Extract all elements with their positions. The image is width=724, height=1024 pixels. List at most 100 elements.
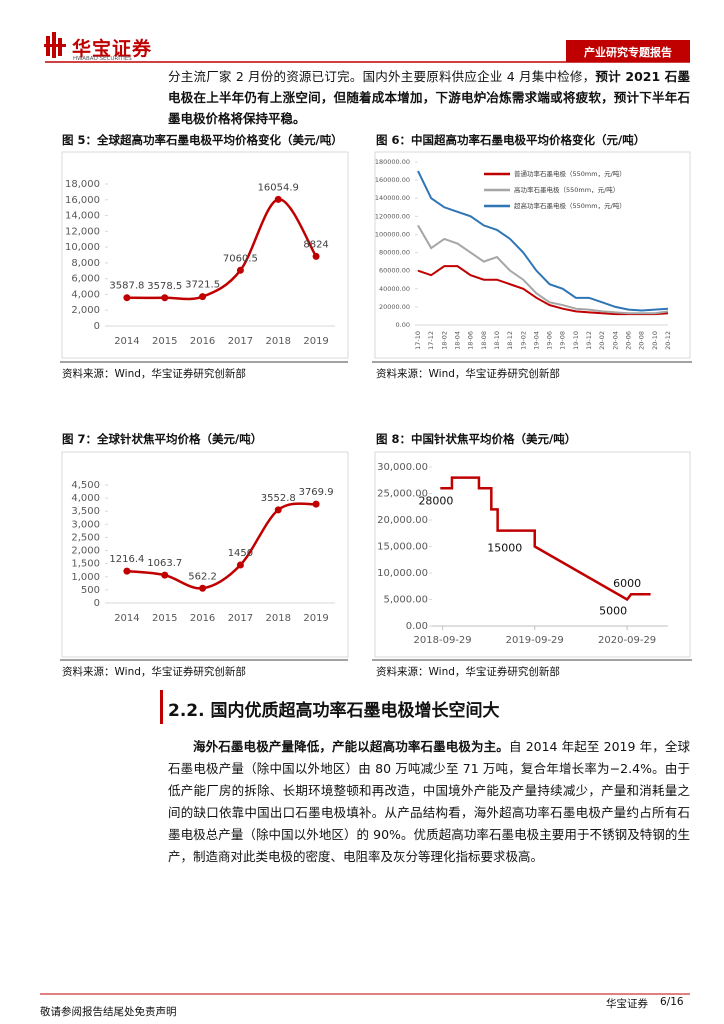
y-tick-label: 140000.00 — [375, 194, 410, 202]
y-tick-label: 4,500 — [71, 480, 100, 491]
source-note: 资料来源：Wind，华宝证券研究创新部 — [62, 666, 246, 678]
y-tick-label: 18,000 — [65, 179, 100, 190]
x-tick-label: 17-12 — [427, 331, 435, 350]
brand: 华宝证券 — [72, 38, 153, 60]
data-label: 1216.4 — [109, 554, 144, 565]
y-tick-label: 40000.00 — [379, 285, 410, 293]
x-tick-label: 2020-09-29 — [598, 635, 656, 646]
point — [236, 266, 244, 274]
x-tick-label: 18-12 — [506, 331, 514, 350]
data-label: 562.2 — [188, 571, 217, 582]
x-tick-label: 20-06 — [625, 331, 633, 350]
y-tick-label: 25,000.00 — [377, 489, 428, 500]
figure-title: 图 8：中国针状焦平均价格（美元/吨） — [376, 432, 577, 446]
point — [236, 561, 244, 569]
heading-bar — [160, 690, 163, 724]
data-label: 1063.7 — [147, 558, 182, 569]
y-tick-label: 2,500 — [71, 532, 100, 543]
y-tick-label: 1,500 — [71, 559, 100, 570]
data-label: 28000 — [418, 495, 453, 508]
section-paragraph: 海外石墨电极产量降低，产能以超高功率石墨电极为主。自 2014 年起至 2019… — [168, 736, 690, 868]
data-label: 3578.5 — [147, 281, 182, 292]
x-tick-label: 2018 — [266, 613, 291, 624]
x-tick-label: 2014 — [114, 613, 139, 624]
x-tick-label: 18-02 — [440, 331, 448, 350]
figure-title: 图 5：全球超高功率石墨电极平均价格变化（美元/吨） — [62, 133, 343, 147]
x-tick-label: 20-10 — [651, 331, 659, 350]
x-tick-label: 17-10 — [414, 331, 422, 350]
x-tick-label: 19-04 — [532, 331, 540, 350]
y-tick-label: 0 — [94, 321, 100, 332]
point — [123, 294, 131, 302]
chart: 0 2,000 4,000 6,000 8,000 10,000 12,000 14,000 1… — [65, 179, 335, 347]
series-line — [417, 224, 669, 315]
x-tick-label: 18-06 — [467, 331, 475, 350]
x-tick-label: 18-08 — [480, 331, 488, 350]
y-tick-label: 8,000 — [71, 258, 100, 269]
footer-brand: 华宝证券 — [606, 998, 648, 1010]
chart: 0 500 1,000 1,500 2,000 2,500 3,000 3,500 4,000 4… — [71, 480, 335, 624]
y-tick-label: 80000.00 — [379, 249, 410, 257]
legend-label: 超高功率石墨电极（550mm，元/吨） — [514, 201, 626, 210]
series-line — [417, 265, 669, 316]
figure-title: 图 7：全球针状焦平均价格（美元/吨） — [62, 432, 263, 446]
y-tick-label: 500 — [81, 585, 100, 596]
source-note: 资料来源：Wind，华宝证券研究创新部 — [62, 368, 246, 380]
source-note: 资料来源：Wind，华宝证券研究创新部 — [376, 368, 560, 380]
x-tick-label: 2014 — [114, 336, 139, 347]
y-tick-label: 5,000.00 — [383, 595, 428, 606]
y-tick-label: 20,000.00 — [377, 515, 428, 526]
point — [274, 506, 282, 514]
y-tick-label: 2,000 — [71, 546, 100, 557]
point — [161, 571, 169, 579]
section-heading: 2.2. 国内优质超高功率石墨电极增长空间大 — [168, 701, 500, 721]
data-label: 16054.9 — [258, 182, 299, 193]
y-tick-label: 20000.00 — [379, 303, 410, 311]
text: 分主流厂家 2 月份的资源已订完。国内外主要原料供应企业 4 月集中检修， — [168, 69, 596, 84]
x-tick-label: 20-12 — [664, 331, 672, 350]
y-tick-label: 16,000 — [65, 195, 100, 206]
source-note: 资料来源：Wind，华宝证券研究创新部 — [376, 666, 560, 678]
y-tick-label: 0 — [94, 598, 100, 609]
y-tick-label: 0.00 — [406, 621, 428, 632]
x-tick-label: 2016 — [190, 613, 215, 624]
data-label: 7060.5 — [223, 253, 258, 264]
legend-label: 普通功率石墨电极（550mm，元/吨） — [514, 169, 626, 178]
data-label: 6000 — [613, 577, 641, 590]
data-label: 1450 — [228, 548, 253, 559]
y-tick-label: 15,000.00 — [377, 542, 428, 553]
y-tick-label: 160000.00 — [375, 176, 410, 184]
chart-frame — [61, 451, 349, 658]
data-label: 3721.5 — [185, 280, 220, 291]
data-label: 15000 — [487, 542, 522, 555]
page-number: 6/16 — [660, 996, 684, 1008]
y-tick-label: 10,000.00 — [377, 568, 428, 579]
y-tick-label: 10,000 — [65, 242, 100, 253]
y-tick-label: 12,000 — [65, 226, 100, 237]
point — [274, 195, 282, 203]
series-line — [417, 170, 669, 312]
y-tick-label: 4,000 — [71, 493, 100, 504]
x-tick-label: 2015 — [152, 613, 177, 624]
x-tick-label: 19-06 — [546, 331, 554, 350]
bold-text: 预计 2021 石墨电极在上半年仍有上涨空间，但随着成本增加，下游电炉冶炼需求端… — [168, 69, 690, 126]
point — [199, 293, 207, 301]
data-label: 5000 — [599, 605, 627, 618]
y-tick-label: 1,000 — [71, 572, 100, 583]
figure-title: 图 6：中国超高功率石墨电极平均价格变化（元/吨） — [376, 133, 646, 147]
y-tick-label: 120000.00 — [375, 212, 410, 220]
x-tick-label: 20-02 — [598, 331, 606, 350]
chart: 0.00 20000.00 40000.00 60000.00 80000.00 1000… — [375, 158, 672, 350]
legend-label: 高功率石墨电极（550mm，元/吨） — [514, 185, 619, 194]
x-tick-label: 19-08 — [559, 331, 567, 350]
logo-icon — [44, 32, 66, 58]
chart-frame — [374, 151, 691, 359]
bold-text: 海外石墨电极产量降低，产能以超高功率石墨电极为主。 — [193, 739, 509, 754]
x-tick-label: 2018-09-29 — [414, 635, 472, 646]
disclaimer: 敬请参阅报告结尾处免责声明 — [40, 1006, 177, 1018]
x-tick-label: 19-12 — [585, 331, 593, 350]
y-tick-label: 0.00 — [396, 321, 410, 329]
point — [312, 500, 320, 508]
